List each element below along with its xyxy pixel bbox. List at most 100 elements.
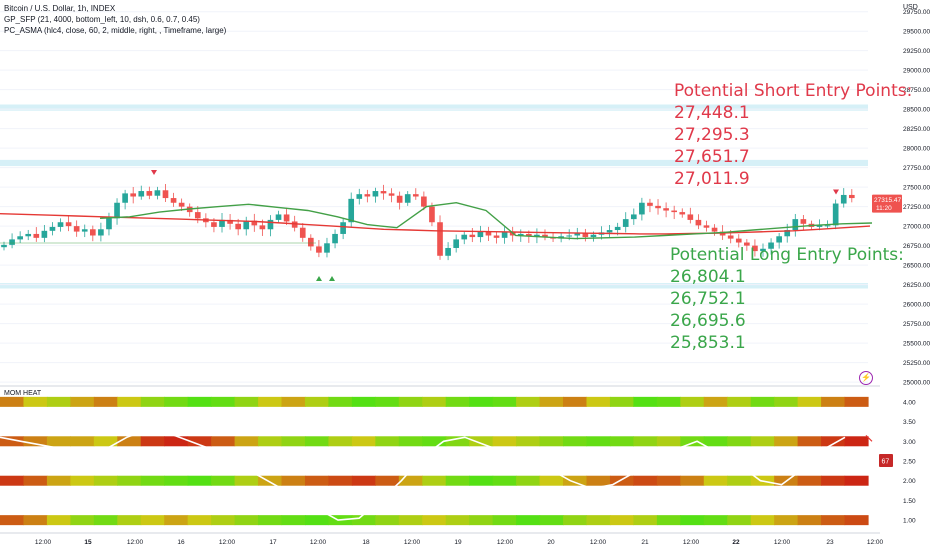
heatmap-cell (609, 396, 635, 407)
heatmap-cell (727, 475, 752, 486)
candle-body (630, 214, 637, 220)
heatmap-cell (328, 396, 353, 407)
candle-body (687, 214, 694, 220)
candle-body (380, 191, 387, 194)
candle-body (243, 220, 250, 230)
candle-body (33, 233, 40, 238)
heatmap-cell (258, 475, 283, 486)
candle-body (170, 198, 177, 203)
heatmap-cell (164, 436, 189, 447)
heatmap-cell (821, 436, 846, 447)
price-tick-label: 29750.00 (903, 9, 930, 16)
triangle-down-icon (833, 189, 839, 195)
indicator-pc-asma[interactable]: PC_ASMA (hlc4, close, 60, 2, middle, rig… (4, 26, 227, 35)
heatmap-cell (304, 515, 330, 526)
heatmap-cell (633, 396, 658, 407)
heatmap-cell (187, 436, 212, 447)
candle-body (348, 198, 355, 223)
heatmap-cell (821, 396, 846, 407)
grid (0, 11, 868, 383)
heatmap-cell (46, 515, 71, 526)
heatmap-cell (774, 396, 799, 407)
heatmap-cell (398, 436, 423, 447)
heatmap-cell (445, 396, 470, 407)
countdown-value: 11:20 (876, 205, 892, 212)
chart-symbol-title[interactable]: Bitcoin / U.S. Dollar, 1h, INDEX (4, 4, 116, 13)
price-tick-label: 26500.00 (903, 263, 930, 270)
candle-body (9, 239, 15, 245)
heatmap-cell (328, 436, 353, 447)
candle-body (259, 225, 266, 230)
heatmap-cell (656, 515, 681, 526)
candle-body (469, 234, 476, 238)
heatmap-cell (539, 515, 564, 526)
candle-body (235, 223, 241, 230)
momentum-axis: 4.00 3.50 3.00 2.50 2.00 1.50 1.00 67 (879, 399, 916, 525)
heatmap-cell (93, 475, 118, 486)
heatmap-cell (844, 396, 869, 407)
time-tick-label: 12:00 (683, 539, 700, 546)
heatmap-cell (258, 396, 283, 407)
candle-body (461, 234, 468, 240)
heatmap-cell (281, 475, 306, 486)
heatmap-cell (422, 515, 447, 526)
bolt-icon[interactable]: ⚡ (859, 371, 873, 385)
candle-body (283, 214, 290, 222)
candle-body (89, 229, 96, 236)
heatmap-cell (422, 475, 447, 486)
candle-body (784, 230, 791, 237)
momentum-tick-label: 1.00 (903, 518, 916, 525)
candle-body (776, 236, 782, 243)
heatmap-cell (539, 475, 564, 486)
heatmap-cell (70, 515, 95, 526)
heatmap-cell (586, 436, 611, 447)
heatmap-cell (0, 436, 25, 447)
short-entry-value: 27,651.7 (674, 147, 750, 167)
candle-body (534, 234, 540, 237)
heatmap-cell (563, 515, 588, 526)
candle-body (106, 218, 112, 230)
candle-body (316, 246, 322, 253)
candle-body (340, 222, 346, 234)
heatmap-cell (211, 475, 236, 486)
candle-body (816, 225, 823, 227)
heatmap-cell (46, 436, 71, 447)
candle-body (57, 222, 64, 227)
heatmap-cell (234, 396, 259, 407)
heatmap-cell (351, 396, 376, 407)
price-zones (0, 104, 868, 289)
candle-body (606, 230, 613, 233)
heatmap-cell (211, 396, 236, 407)
candle-body (17, 236, 23, 240)
heatmap-cell (93, 515, 118, 526)
candle-body (582, 233, 589, 238)
axis-currency[interactable]: USD (903, 4, 918, 11)
heatmap-cell (469, 475, 494, 486)
candle-body (211, 222, 217, 227)
time-tick-label: 22 (732, 539, 740, 546)
heatmap-cell (422, 436, 447, 447)
candle-body (832, 203, 839, 226)
heatmap-cell (727, 436, 752, 447)
candle-body (154, 190, 161, 196)
heatmap-cell (211, 515, 236, 526)
heatmap-cell (351, 436, 376, 447)
price-tick-label: 28750.00 (903, 87, 930, 94)
heatmap-cell (821, 515, 846, 526)
heatmap-cell (117, 436, 142, 447)
heatmap-cell (140, 396, 165, 407)
heatmap-cell (821, 475, 846, 486)
momentum-panel-label[interactable]: MOM HEAT (4, 390, 42, 397)
candle-body (590, 234, 597, 238)
candle-body (388, 193, 395, 196)
heatmap-cell (774, 436, 799, 447)
candle-body (356, 194, 363, 199)
indicator-gp-sfp[interactable]: GP_SFP (21, 4000, bottom_left, 10, dsh, … (4, 15, 200, 24)
heatmap-cell (0, 396, 25, 407)
markers (151, 169, 839, 282)
candle-body (49, 226, 56, 231)
heatmap-cell (140, 475, 165, 486)
price-tick-label: 27750.00 (903, 165, 930, 172)
price-tick-label: 27250.00 (903, 204, 930, 211)
heatmap-cell (492, 515, 517, 526)
